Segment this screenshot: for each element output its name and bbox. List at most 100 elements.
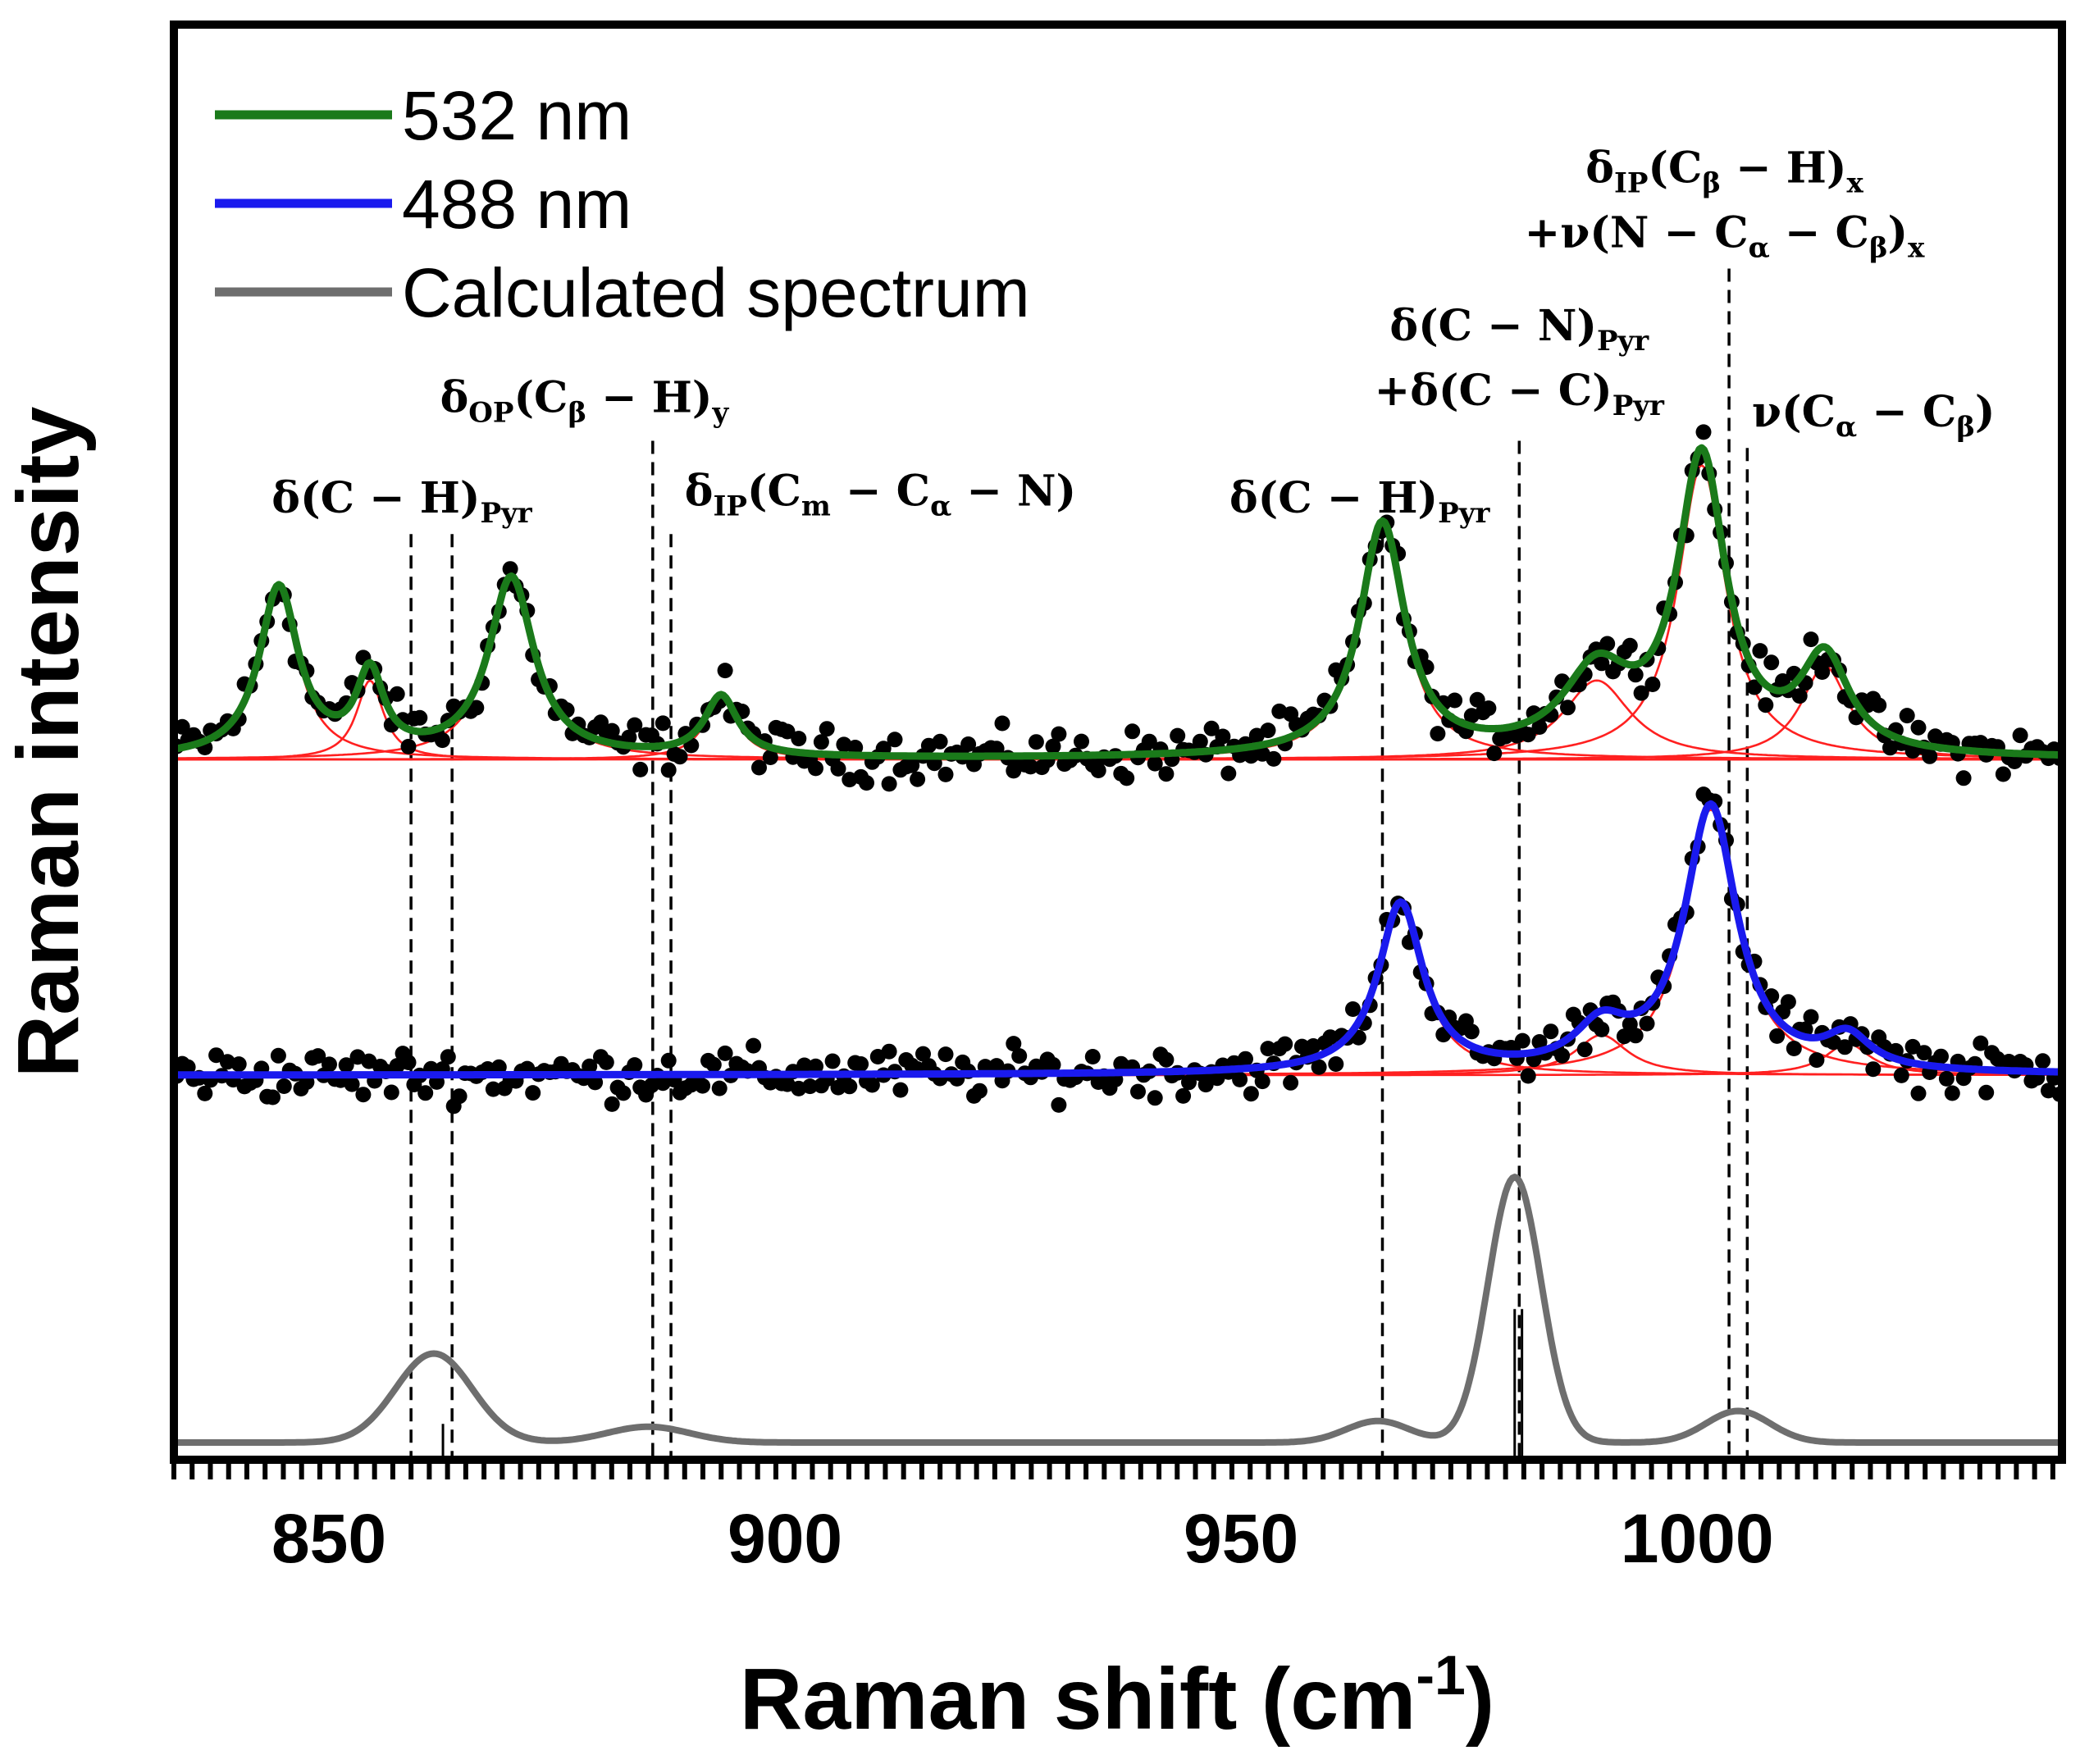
data-point-488 (1916, 1045, 1932, 1061)
data-point-488 (1639, 1015, 1655, 1032)
data-point-532 (468, 700, 485, 716)
data-point-488 (400, 1055, 417, 1070)
assignment-lines (409, 268, 1749, 1460)
data-point-532 (751, 759, 767, 776)
data-point-488 (711, 1080, 728, 1096)
data-point-488 (971, 1083, 988, 1099)
data-point-488 (230, 1056, 247, 1073)
x-tick-label-900: 900 (728, 1500, 842, 1577)
data-point-532 (1791, 688, 1808, 704)
data-point-488 (1045, 1056, 1061, 1073)
data-point-488 (1893, 1067, 1909, 1083)
x-axis-title-sup: -1 (1416, 1644, 1465, 1707)
data-point-532 (502, 561, 518, 577)
data-point-532 (2012, 727, 2028, 744)
band-assignments: δ(C − H)Pyr δOP(Cβ − H)y δIP(Cm − Cα − N) δ… (271, 144, 1995, 531)
plot-frame (170, 21, 2066, 1464)
data-point-532 (672, 749, 688, 765)
data-point-488 (1084, 1049, 1101, 1064)
fit-line-488nm (174, 800, 2062, 1079)
band-label-6: ν(Cα − Cβ) (1752, 387, 1996, 444)
data-point-488 (1769, 1028, 1786, 1044)
data-point-488 (1322, 1029, 1339, 1046)
data-point-532 (1203, 720, 1220, 736)
data-point-488 (1973, 1035, 1989, 1051)
y-axis-title: Raman intensity (0, 407, 97, 1078)
data-point-532 (717, 663, 733, 679)
data-point-488 (587, 1074, 604, 1091)
data-point-532 (960, 736, 977, 752)
data-point-532 (1763, 654, 1780, 671)
data-point-532 (1260, 722, 1276, 739)
data-point-532 (655, 715, 671, 732)
data-point-488 (1978, 1084, 1995, 1101)
data-point-532 (627, 717, 643, 733)
data-point-488 (1944, 1085, 1960, 1101)
data-point-488 (582, 1058, 598, 1074)
data-point-532 (904, 757, 920, 773)
x-axis-title-main: Raman shift (cm (740, 1651, 1416, 1748)
data-point-532 (1814, 664, 1831, 680)
data-point-532 (762, 750, 778, 765)
data-point-488 (1277, 1036, 1293, 1052)
data-point-532 (910, 771, 926, 787)
data-point-532 (881, 776, 897, 792)
data-point-488 (1543, 1023, 1559, 1040)
band-label-8: +ν(N − Cα − Cβ)x (1525, 207, 1925, 264)
data-point-488 (208, 1047, 225, 1064)
calculated-spectrum-line (174, 1174, 2062, 1446)
data-point-532 (1633, 685, 1649, 701)
data-point-488 (180, 1059, 196, 1075)
data-point-488 (310, 1048, 326, 1064)
data-point-488 (2035, 1053, 2051, 1069)
data-point-532 (1758, 697, 1774, 713)
data-point-532 (830, 760, 846, 777)
data-point-532 (1215, 728, 1231, 745)
data-point-488 (451, 1088, 468, 1105)
data-point-532 (1520, 727, 1536, 743)
data-point-532 (1531, 719, 1548, 735)
data-point-532 (1074, 733, 1089, 750)
data-point-532 (1627, 667, 1644, 683)
data-point-488 (1594, 1021, 1610, 1037)
data-point-488 (383, 1084, 399, 1101)
data-point-488 (485, 1081, 501, 1097)
data-point-532 (994, 715, 1010, 732)
data-point-532 (779, 723, 796, 740)
data-point-532 (1469, 691, 1485, 708)
data-point-488 (1809, 1052, 1825, 1069)
band-label-7: δIP(Cβ − H)x (1585, 144, 1863, 200)
data-point-532 (859, 775, 874, 791)
data-point-488 (615, 1085, 632, 1101)
data-point-488 (1865, 1061, 1882, 1078)
data-point-532 (1192, 733, 1208, 750)
data-point-488 (915, 1046, 931, 1062)
data-point-488 (660, 1052, 677, 1069)
data-point-488 (1520, 1068, 1536, 1084)
data-point-488 (881, 1043, 897, 1060)
data-point-532 (1622, 637, 1638, 654)
data-point-488 (265, 1089, 281, 1105)
data-point-488 (1232, 1071, 1248, 1087)
band-label-4: δ(C − N)Pyr (1389, 301, 1649, 358)
data-point-488 (1175, 1087, 1192, 1104)
data-point-532 (1119, 770, 1135, 786)
data-point-488 (440, 1049, 456, 1065)
data-point-488 (627, 1057, 643, 1073)
data-point-488 (892, 1082, 909, 1098)
experimental-points (174, 424, 2062, 1114)
legend-label-1: 488 nm (402, 166, 632, 243)
x-axis-ticks: 850 900 950 1000 (171, 1460, 2055, 1577)
data-point-488 (853, 1056, 869, 1072)
data-point-488 (417, 1085, 434, 1101)
band-label-1: δOP(Cβ − H)y (440, 373, 730, 430)
band-label-2: δIP(Cm − Cα − N) (685, 466, 1076, 522)
data-point-488 (270, 1047, 286, 1064)
data-point-488 (1051, 1096, 1067, 1113)
data-point-532 (604, 722, 620, 739)
data-point-532 (434, 732, 450, 749)
data-point-532 (389, 686, 405, 702)
data-point-532 (819, 721, 835, 737)
data-point-532 (1480, 700, 1497, 717)
